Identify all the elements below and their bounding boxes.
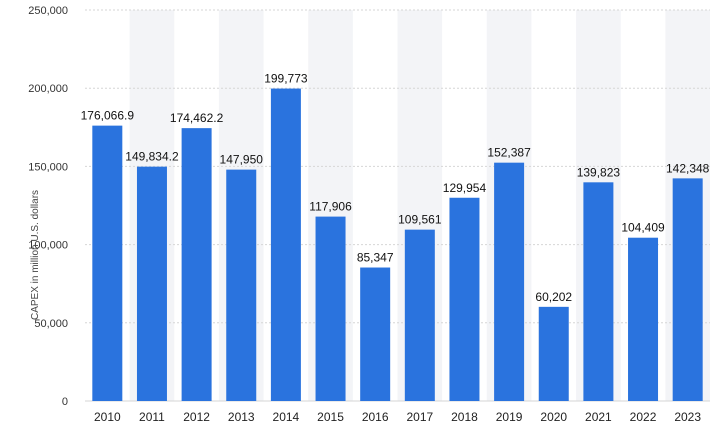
bar[interactable]: [404, 229, 435, 401]
x-tick-label: 2013: [228, 410, 255, 424]
data-label: 85,347: [357, 251, 394, 265]
y-axis-title: CAPEX in million U.S. dollars: [30, 190, 41, 320]
x-tick-label: 2020: [540, 410, 567, 424]
data-label: 176,066.9: [81, 109, 135, 123]
data-label: 60,202: [535, 290, 572, 304]
bar[interactable]: [136, 166, 167, 401]
bar[interactable]: [672, 178, 703, 401]
y-tick-label: 200,000: [28, 83, 68, 95]
data-label: 117,906: [309, 200, 352, 214]
y-tick-label: 0: [62, 396, 68, 408]
data-label: 199,773: [264, 72, 308, 86]
bar[interactable]: [449, 197, 480, 401]
x-tick-label: 2019: [496, 410, 523, 424]
x-tick-label: 2015: [317, 410, 344, 424]
data-label: 139,823: [577, 165, 621, 179]
data-label: 104,409: [621, 221, 665, 235]
x-tick-label: 2016: [362, 410, 389, 424]
x-tick-label: 2012: [183, 410, 210, 424]
x-tick-label: 2023: [674, 410, 701, 424]
bar[interactable]: [226, 169, 257, 401]
x-tick-label: 2014: [273, 410, 300, 424]
bar[interactable]: [628, 237, 659, 401]
bar[interactable]: [583, 182, 614, 401]
data-labels: 176,066.9 149,834.2 174,462.2 147,950 199,77…: [81, 72, 710, 304]
x-tick-label: 2021: [585, 410, 612, 424]
x-tick-label: 2018: [451, 410, 478, 424]
bar[interactable]: [360, 267, 391, 401]
bar[interactable]: [92, 125, 123, 401]
y-tick-label: 250,000: [28, 5, 68, 17]
data-label: 109,561: [398, 213, 442, 227]
y-tick-label: 150,000: [28, 161, 68, 173]
y-axis-ticks: 0 50,000 100,000 150,000 200,000 250,000: [28, 5, 68, 408]
x-tick-label: 2022: [630, 410, 657, 424]
x-axis-ticks: 2010 2011 2012 2013 2014 2015 2016 2017 2018 2019…: [94, 410, 701, 424]
bar[interactable]: [181, 128, 212, 401]
x-tick-label: 2017: [406, 410, 433, 424]
y-tick-label: 50,000: [34, 318, 68, 330]
data-label: 129,954: [443, 181, 487, 195]
data-label: 149,834.2: [125, 150, 179, 164]
data-label: 142,348: [666, 161, 710, 175]
data-label: 152,387: [487, 146, 531, 160]
x-tick-label: 2011: [139, 410, 165, 424]
bars: [92, 88, 703, 402]
bar[interactable]: [315, 216, 346, 401]
data-label: 174,462.2: [170, 111, 224, 125]
y-tick-label: 100,000: [28, 240, 68, 252]
data-label: 147,950: [220, 153, 264, 167]
bar[interactable]: [538, 306, 569, 401]
bar[interactable]: [494, 162, 525, 401]
bar[interactable]: [270, 88, 301, 402]
x-tick-label: 2010: [94, 410, 121, 424]
